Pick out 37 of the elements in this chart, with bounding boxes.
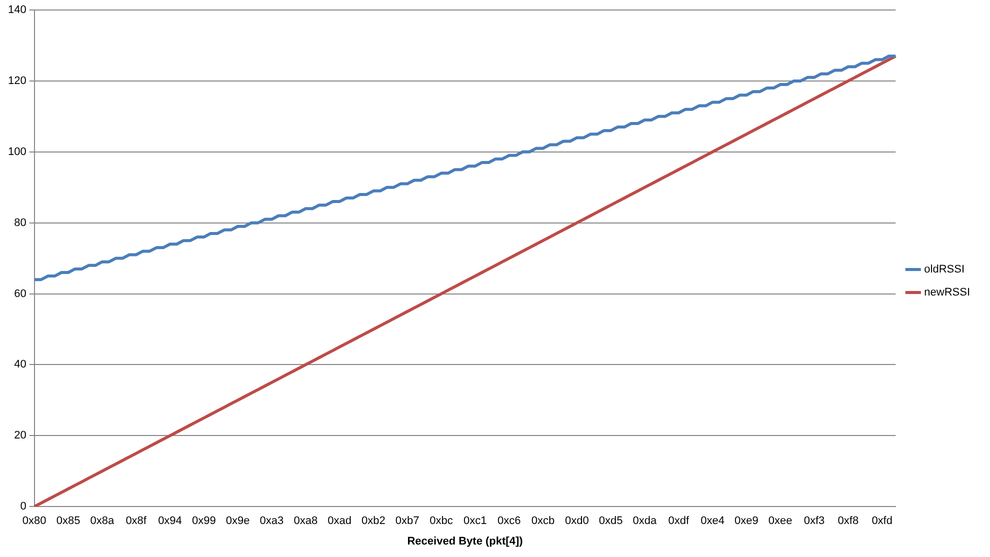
x-tick-label: 0xd5 [598, 515, 623, 528]
x-tick-label: 0x94 [158, 515, 182, 528]
y-tick-label: 140 [8, 4, 26, 16]
y-tick-label: 100 [8, 146, 26, 158]
y-tick-label: 60 [14, 288, 26, 300]
x-tick-label: 0xe4 [700, 515, 724, 528]
x-tick-label: 0xad [328, 515, 352, 528]
x-tick-label: 0xa8 [294, 515, 318, 528]
x-tick-label: 0xfd [872, 515, 892, 528]
y-tick-label: 80 [14, 216, 26, 229]
x-tick-label: 0xbc [430, 515, 454, 528]
y-tick-label: 120 [8, 74, 26, 87]
x-tick-label: 0x99 [192, 515, 216, 528]
x-tick-label: 0xb7 [395, 515, 420, 528]
x-tick-label: 0xc6 [497, 515, 521, 528]
x-tick-label: 0xf8 [838, 515, 859, 528]
legend-label: oldRSSI [924, 264, 965, 276]
x-tick-label: 0xe9 [734, 515, 758, 528]
y-tick-label: 40 [14, 358, 26, 371]
x-tick-label: 0xdf [668, 515, 690, 528]
x-tick-label: 0xcb [531, 515, 555, 528]
x-tick-label: 0xc1 [464, 515, 487, 528]
x-tick-label: 0x8a [90, 515, 115, 528]
y-tick-label: 20 [14, 430, 26, 442]
x-tick-label: 0xf3 [804, 515, 825, 528]
x-tick-label: 0x80 [22, 515, 46, 528]
x-tick-label: 0xda [632, 515, 658, 528]
x-axis-title: Received Byte (pkt[4]) [407, 535, 524, 548]
x-tick-label: 0xa3 [260, 515, 284, 528]
x-tick-label: 0xd0 [564, 515, 589, 528]
y-tick-label: 0 [20, 500, 26, 513]
x-tick-label: 0x8f [126, 515, 148, 528]
legend-label: newRSSI [924, 286, 970, 299]
x-tick-label: 0xee [768, 515, 792, 528]
x-tick-label: 0x9e [226, 515, 250, 528]
x-tick-label: 0xb2 [362, 515, 386, 528]
x-tick-label: 0x85 [56, 515, 80, 528]
